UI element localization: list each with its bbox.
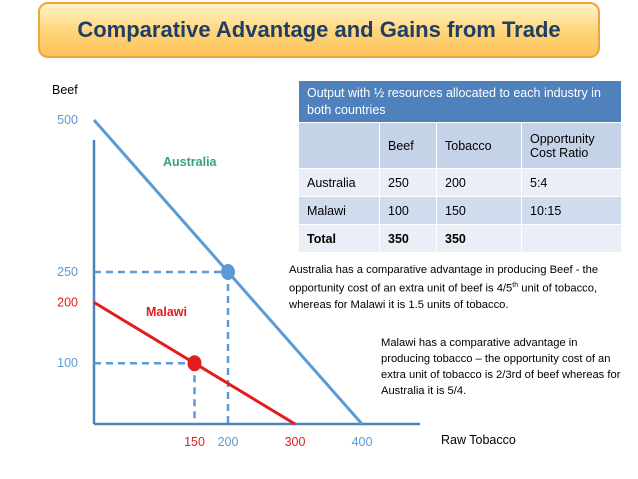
y-tick-label: 200 (57, 295, 78, 309)
table-cell: 100 (379, 196, 437, 225)
table-cell: 10:15 (521, 196, 621, 225)
y-tick-label: 250 (57, 265, 78, 279)
y-tick-label: 100 (57, 356, 78, 370)
table-cell: Australia (299, 168, 380, 197)
y-tick-label: 500 (57, 113, 78, 127)
table-header-tobacco: Tobacco (436, 122, 522, 169)
x-tick-label: 150 (184, 435, 205, 449)
australia-note-text-end: unit of tobacco, whereas for Malawi it i… (289, 282, 598, 311)
page-title: Comparative Advantage and Gains from Tra… (77, 17, 561, 42)
table-cell: 150 (436, 196, 522, 225)
table-header-beef: Beef (379, 122, 437, 169)
data-point-malawi (187, 355, 202, 372)
table-row: Total 350 350 (299, 224, 621, 253)
series-label-malawi: Malawi (146, 305, 187, 319)
table-row: Australia 250 200 5:4 (299, 168, 621, 197)
table-caption: Output with ½ resources allocated to eac… (299, 81, 621, 123)
table-cell (521, 224, 621, 253)
y-axis-label: Beef (52, 83, 78, 97)
table-cell: Total (299, 224, 380, 253)
output-table: Output with ½ resources allocated to eac… (299, 81, 621, 253)
table-cell: 350 (379, 224, 437, 253)
x-tick-label: 300 (285, 435, 306, 449)
title-banner: Comparative Advantage and Gains from Tra… (38, 2, 600, 58)
australia-note-sup: th (512, 282, 519, 289)
table-header-country (299, 122, 380, 169)
table-header-ratio: Opportunity Cost Ratio (521, 122, 621, 169)
data-point-australia (221, 264, 235, 280)
table-cell: 5:4 (521, 168, 621, 197)
x-axis-label: Raw Tobacco (441, 433, 516, 447)
australia-note-text: Australia has a comparative advantage in… (289, 264, 599, 295)
table-row: Malawi 100 150 10:15 (299, 196, 621, 225)
x-tick-label: 400 (352, 435, 373, 449)
table-cell: 250 (379, 168, 437, 197)
malawi-note: Malawi has a comparative advantage in pr… (381, 337, 621, 397)
australia-note: Australia has a comparative advantage in… (289, 262, 624, 313)
series-label-australia: Australia (163, 155, 218, 169)
table-cell: 350 (436, 224, 522, 253)
table-cell: 200 (436, 168, 522, 197)
x-tick-label: 200 (218, 435, 239, 449)
table-cell: Malawi (299, 196, 380, 225)
